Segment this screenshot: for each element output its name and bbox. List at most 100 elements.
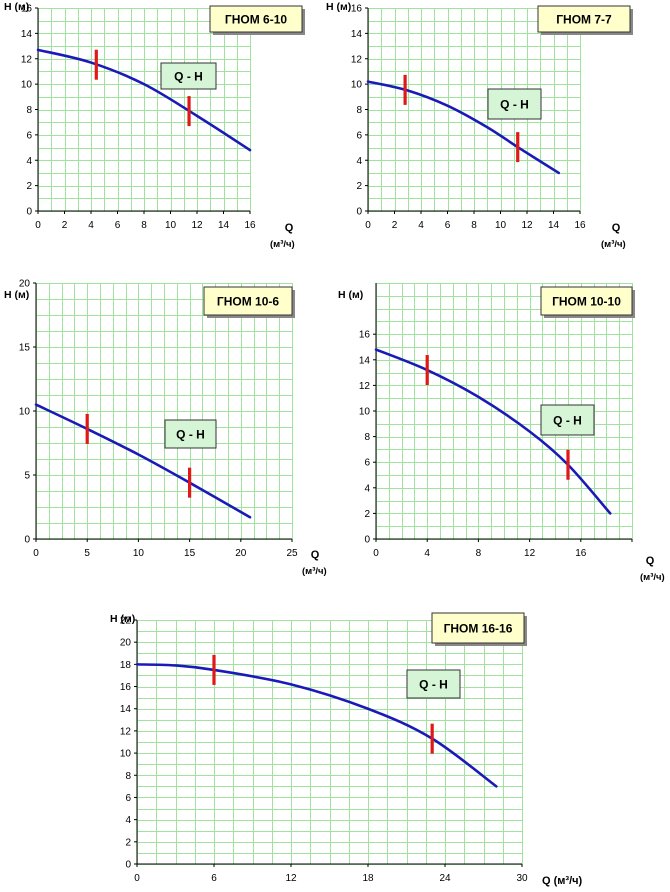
x-axis-label: Q (612, 222, 621, 234)
x-tick-label: 8 (471, 220, 477, 231)
y-tick-label: 4 (26, 156, 32, 167)
x-tick-label: 0 (134, 873, 140, 884)
y-tick-label: 2 (356, 181, 362, 192)
x-tick-label: 6 (445, 220, 451, 231)
grid (137, 620, 523, 865)
x-tick-label: 14 (218, 220, 230, 231)
y-tick-label: 6 (26, 130, 32, 141)
qh-legend-box (487, 88, 542, 120)
y-tick-label: 8 (364, 432, 370, 443)
qh-legend-box (406, 669, 461, 699)
x-tick-label: 4 (424, 548, 430, 559)
x-tick-label: 0 (35, 220, 41, 231)
grid (38, 8, 251, 212)
y-tick-label: 12 (21, 54, 33, 65)
x-axis-label: Q (646, 555, 655, 567)
y-tick-label: 8 (356, 105, 362, 116)
chart-title: ГНОМ 16-16 (444, 622, 513, 636)
y-tick-label: 14 (351, 29, 363, 40)
y-tick-label: 0 (26, 207, 32, 218)
x-tick-label: 18 (362, 873, 374, 884)
y-tick-label: 16 (21, 4, 33, 15)
qh-legend-box (540, 404, 595, 436)
x-tick-label: 4 (418, 220, 424, 231)
x-tick-label: 14 (548, 220, 560, 231)
y-tick-label: 15 (19, 343, 31, 354)
qh-curve (36, 48, 252, 152)
x-tick-label: 16 (244, 220, 256, 231)
x-tick-label: 10 (495, 220, 507, 231)
y-tick-label: 8 (125, 771, 131, 782)
x-tick-label: 2 (62, 220, 68, 231)
chart-title-box (203, 286, 293, 316)
y-tick-label: 0 (125, 860, 131, 871)
y-tick-label: 4 (125, 815, 131, 826)
y-tick-label: 18 (120, 660, 132, 671)
chart-title-box (431, 612, 525, 644)
x-tick-label: 0 (373, 548, 379, 559)
y-axis-label: H (м) (4, 289, 29, 301)
y-tick-label: 14 (359, 355, 371, 366)
y-axis-label: H (м) (4, 1, 29, 13)
qh-legend-label: Q - H (553, 414, 582, 428)
y-tick-label: 16 (359, 330, 371, 341)
x-tick-label: 12 (521, 220, 533, 231)
y-tick-label: 14 (21, 29, 33, 40)
chart-title-box (209, 5, 303, 33)
y-axis-label: H (м) (110, 613, 135, 625)
qh-curve (34, 403, 252, 519)
x-tick-label: 6 (115, 220, 121, 231)
grid (36, 283, 293, 540)
y-tick-label: 20 (120, 638, 132, 649)
x-tick-label: 15 (184, 548, 196, 559)
x-tick-label: 8 (476, 548, 482, 559)
y-tick-label: 2 (364, 509, 370, 520)
x-tick-label: 6 (211, 873, 217, 884)
y-tick-label: 5 (24, 471, 30, 482)
y-tick-label: 6 (356, 130, 362, 141)
x-axis-unit: (м³/ч) (270, 239, 295, 250)
y-tick-label: 10 (21, 80, 33, 91)
y-tick-label: 10 (351, 80, 363, 91)
x-tick-label: 0 (365, 220, 371, 231)
x-tick-label: 25 (286, 548, 298, 559)
x-axis-unit: (м³/ч) (640, 572, 665, 583)
x-axis-label: Q (311, 549, 320, 561)
chart-title: ГНОМ 7-7 (556, 13, 612, 27)
x-tick-label: 2 (392, 220, 398, 231)
x-tick-label: 30 (516, 873, 528, 884)
chart-title-box (537, 5, 631, 33)
chart-title-box (540, 286, 633, 316)
x-axis-label: Q (285, 222, 294, 234)
y-tick-label: 6 (364, 458, 370, 469)
qh-legend-label: Q - H (419, 678, 448, 692)
y-tick-label: 10 (19, 407, 31, 418)
qh-legend-box (160, 62, 217, 90)
y-tick-label: 14 (120, 704, 132, 715)
y-tick-label: 20 (19, 279, 31, 290)
y-tick-label: 10 (359, 407, 371, 418)
chart-title: ГНОМ 10-10 (552, 295, 621, 309)
x-tick-label: 8 (141, 220, 147, 231)
x-axis-label: Q (м³/ч) (542, 875, 583, 887)
grid (368, 8, 581, 212)
y-tick-label: 22 (120, 616, 132, 627)
qh-legend-label: Q - H (500, 98, 529, 112)
x-tick-label: 0 (33, 548, 39, 559)
x-tick-label: 20 (235, 548, 247, 559)
y-tick-label: 8 (26, 105, 32, 116)
y-tick-label: 2 (26, 181, 32, 192)
y-tick-label: 0 (364, 535, 370, 546)
x-tick-label: 4 (88, 220, 94, 231)
qh-curve (374, 348, 612, 515)
x-tick-label: 16 (575, 548, 587, 559)
chart-title: ГНОМ 10-6 (217, 295, 279, 309)
x-axis-unit: (м³/ч) (302, 566, 327, 577)
x-tick-label: 10 (133, 548, 145, 559)
y-tick-label: 12 (351, 54, 363, 65)
